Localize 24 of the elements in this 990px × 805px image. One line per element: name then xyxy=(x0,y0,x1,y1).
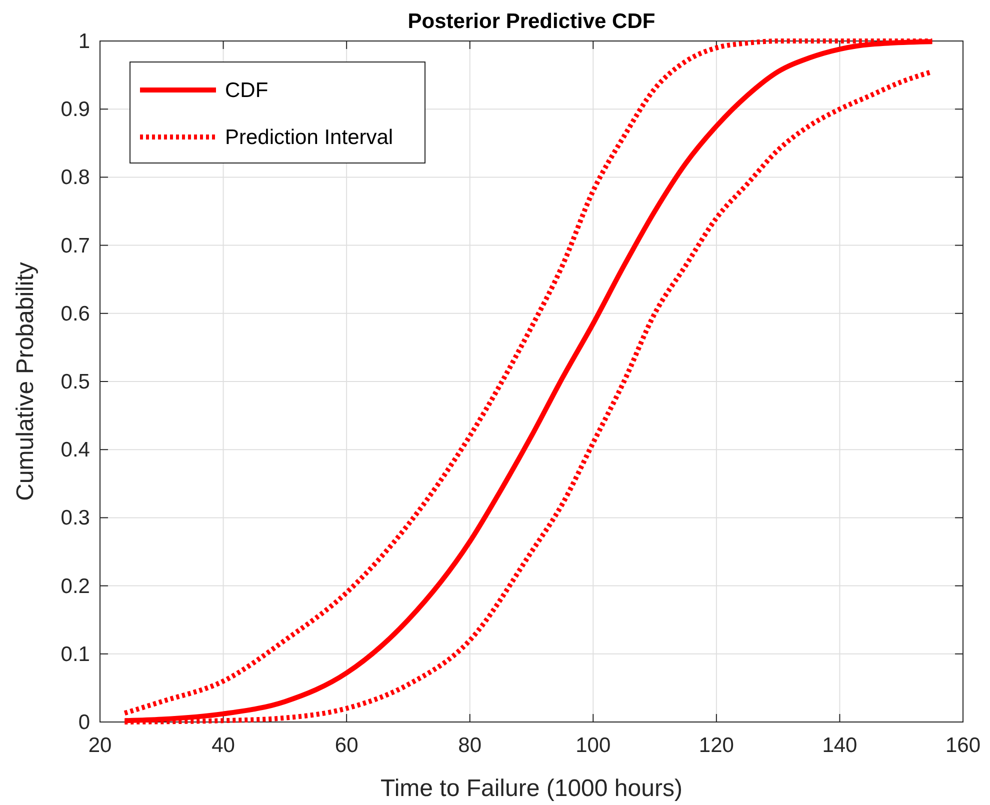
chart-title: Posterior Predictive CDF xyxy=(408,10,656,33)
y-tick-label: 1 xyxy=(78,30,90,53)
y-tick-label: 0.7 xyxy=(60,234,90,258)
legend-label: CDF xyxy=(225,79,268,102)
y-tick-label: 0.6 xyxy=(60,302,90,326)
y-tick-label: 0.3 xyxy=(60,506,90,530)
x-tick-label: 120 xyxy=(698,734,734,757)
y-tick-label: 0.1 xyxy=(60,642,90,666)
x-tick-label: 60 xyxy=(334,734,358,757)
x-tick-label: 20 xyxy=(88,734,112,757)
y-tick-label: 0.2 xyxy=(60,574,90,598)
y-tick-label: 0.4 xyxy=(60,438,90,462)
x-axis-title: Time to Failure (1000 hours) xyxy=(380,775,682,802)
x-tick-label: 40 xyxy=(212,734,235,757)
y-tick-label: 0 xyxy=(78,711,90,734)
y-tick-label: 0.9 xyxy=(60,98,90,122)
x-tick-label: 160 xyxy=(945,734,981,757)
legend-label: Prediction Interval xyxy=(225,126,394,149)
x-tick-label: 80 xyxy=(458,734,482,757)
y-tick-label: 0.5 xyxy=(60,370,90,394)
x-tick-label: 140 xyxy=(822,734,858,757)
y-tick-label: 0.8 xyxy=(60,166,90,190)
y-axis-title: Cumulative Probability xyxy=(12,262,39,501)
x-tick-label: 100 xyxy=(576,734,611,757)
